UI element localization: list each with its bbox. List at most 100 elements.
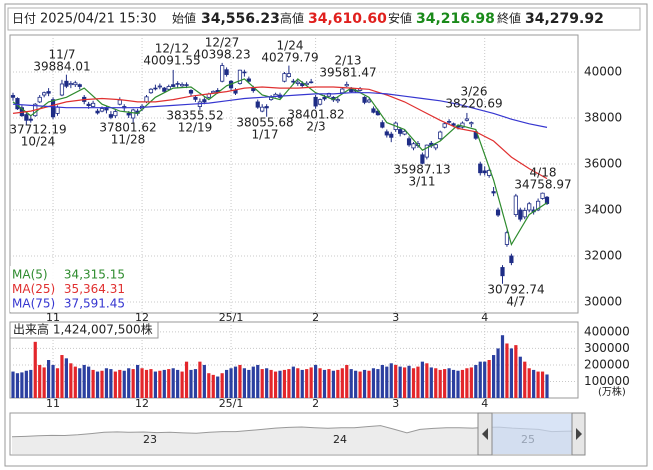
candle-body xyxy=(469,122,474,125)
volume-bar xyxy=(349,369,353,398)
volume-bar xyxy=(171,368,175,398)
volume-bar xyxy=(496,348,500,398)
candle-body xyxy=(113,111,118,117)
volume-bar xyxy=(242,368,246,398)
candle-body xyxy=(371,108,376,113)
volume-bar xyxy=(24,370,28,398)
annotation: 2/3 xyxy=(306,120,325,134)
candle-body xyxy=(64,80,69,87)
candle-body xyxy=(42,92,47,96)
candle-body xyxy=(406,138,412,146)
volume-bar xyxy=(189,369,193,398)
volume-unit: (万株) xyxy=(598,385,626,398)
annotation: 3/11 xyxy=(409,175,436,189)
header-high: 34,610.60 xyxy=(308,11,387,27)
header-box xyxy=(7,7,641,31)
volume-tick-label: 200000 xyxy=(584,357,630,371)
header-low-label: 安値 xyxy=(388,11,412,26)
volume-bar xyxy=(64,358,68,398)
candle-body xyxy=(99,108,105,112)
annotation: 10/24 xyxy=(21,135,56,149)
annotation: 4/18 xyxy=(530,166,557,180)
volume-bar xyxy=(109,369,113,398)
x-tick-label: 25/1 xyxy=(219,397,244,410)
volume-bar xyxy=(518,356,522,398)
header-open: 34,556.23 xyxy=(201,11,280,27)
volume-bar xyxy=(540,371,545,398)
candle-body xyxy=(175,83,180,85)
candle-body xyxy=(188,90,194,94)
x-tick-label: 12 xyxy=(135,311,149,324)
ma-legend-value: 35,364.31 xyxy=(64,282,125,296)
volume-bar xyxy=(532,369,536,398)
volume-bar xyxy=(309,367,313,398)
volume-bar xyxy=(434,368,438,398)
ma-legend-name: MA(75) xyxy=(12,297,55,311)
volume-bar xyxy=(282,369,287,398)
candle-body xyxy=(10,95,16,98)
y-tick-label: 32000 xyxy=(584,248,622,262)
candle-body xyxy=(411,143,416,149)
volume-bar xyxy=(354,370,358,398)
volume-bar xyxy=(136,364,140,398)
volume-bar xyxy=(238,364,242,398)
volume-bar xyxy=(367,370,371,398)
volume-bar xyxy=(487,360,491,398)
right-arrow xyxy=(576,428,582,440)
annotation: 37801.62 xyxy=(99,121,156,135)
ma-legend-name: MA(25) xyxy=(12,282,55,296)
volume-bar xyxy=(318,368,322,398)
volume-bar xyxy=(465,368,469,398)
candle-body xyxy=(322,96,327,100)
volume-bar xyxy=(300,369,304,398)
annotation: 34758.97 xyxy=(514,178,571,192)
header-close: 34,279.92 xyxy=(525,11,604,27)
x-tick-label: 2 xyxy=(312,397,319,410)
volume-bar xyxy=(38,364,42,398)
candle-body xyxy=(527,203,532,211)
candle-body xyxy=(255,101,260,108)
candle-body xyxy=(424,144,429,158)
candle-body xyxy=(91,102,96,107)
volume-bar xyxy=(358,371,362,398)
annotation: 3/26 xyxy=(461,85,488,99)
volume-tick-label: 300000 xyxy=(584,341,630,355)
volume-bar xyxy=(167,369,171,398)
candle-body xyxy=(389,133,394,138)
candle-body xyxy=(86,103,91,106)
x-tick-label: 3 xyxy=(392,397,399,410)
overview-label: 23 xyxy=(143,433,157,446)
candle-body xyxy=(95,110,100,114)
header-close-label: 終値 xyxy=(497,11,521,26)
volume-bar xyxy=(198,361,202,398)
volume-bar xyxy=(184,361,189,398)
overview-label: 24 xyxy=(333,433,347,446)
navigator-selection[interactable] xyxy=(492,414,572,454)
volume-bar xyxy=(407,365,411,398)
candle-body xyxy=(544,196,550,204)
volume-bar xyxy=(394,364,398,398)
candle-body xyxy=(398,129,403,134)
candle-body xyxy=(478,163,483,174)
volume-bar xyxy=(29,369,33,398)
candle-body xyxy=(344,84,349,87)
candle-body xyxy=(68,83,73,86)
volume-bar xyxy=(118,369,122,398)
x-tick-label: 12 xyxy=(135,397,149,410)
header-low: 34,216.98 xyxy=(416,11,495,27)
volume-bar xyxy=(469,367,473,398)
volume-bar xyxy=(269,369,273,398)
annotation: 39884.01 xyxy=(33,60,90,74)
candle-body xyxy=(202,99,207,103)
volume-bar xyxy=(527,368,531,398)
volume-tick-label: 400000 xyxy=(584,324,630,338)
candle-body xyxy=(28,118,33,121)
candle-body xyxy=(24,114,29,121)
x-tick-label: 11 xyxy=(46,397,60,410)
volume-bar xyxy=(340,368,344,398)
candle-body xyxy=(464,118,470,121)
volume-bar xyxy=(322,369,327,398)
y-tick-label: 30000 xyxy=(584,294,622,308)
volume-bar xyxy=(420,361,424,398)
volume-bar xyxy=(389,363,393,398)
